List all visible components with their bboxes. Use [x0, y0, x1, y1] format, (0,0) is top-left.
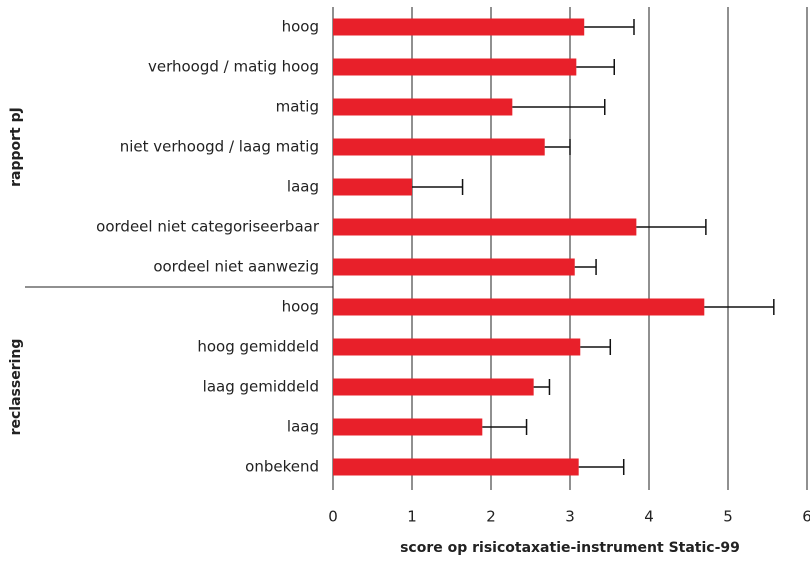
category-label: verhoogd / matig hoog: [148, 58, 319, 76]
bar: [333, 138, 545, 156]
group-label: rapport pJ: [8, 107, 24, 187]
bar: [333, 258, 575, 276]
category-label: oordeel niet aanwezig: [153, 258, 319, 276]
bar: [333, 18, 585, 36]
bar: [333, 458, 579, 476]
x-axis-title: score op risicotaxatie-instrument Static…: [400, 540, 740, 556]
category-label: laag: [287, 178, 319, 196]
bar: [333, 178, 412, 196]
x-tick-label: 4: [644, 508, 654, 526]
category-label: hoog: [282, 298, 319, 316]
x-tick-label: 1: [407, 508, 417, 526]
category-label: oordeel niet categoriseerbaar: [96, 218, 320, 236]
bar: [333, 218, 637, 236]
category-label: laag gemiddeld: [203, 378, 319, 396]
x-tick-label: 0: [328, 508, 338, 526]
x-tick-label: 5: [723, 508, 733, 526]
x-tick-label: 3: [565, 508, 575, 526]
category-label: niet verhoogd / laag matig: [120, 138, 319, 156]
bar: [333, 98, 513, 116]
x-tick-label: 6: [802, 508, 810, 526]
bar: [333, 418, 483, 436]
category-label: laag: [287, 418, 319, 436]
bar: [333, 378, 534, 396]
category-label: onbekend: [245, 458, 319, 476]
bar: [333, 298, 705, 316]
category-label: hoog gemiddeld: [197, 338, 319, 356]
bar: [333, 58, 577, 76]
category-label: matig: [276, 98, 319, 116]
x-tick-label: 2: [486, 508, 496, 526]
group-label: reclassering: [8, 339, 24, 436]
category-label: hoog: [282, 18, 319, 36]
bar: [333, 338, 581, 356]
